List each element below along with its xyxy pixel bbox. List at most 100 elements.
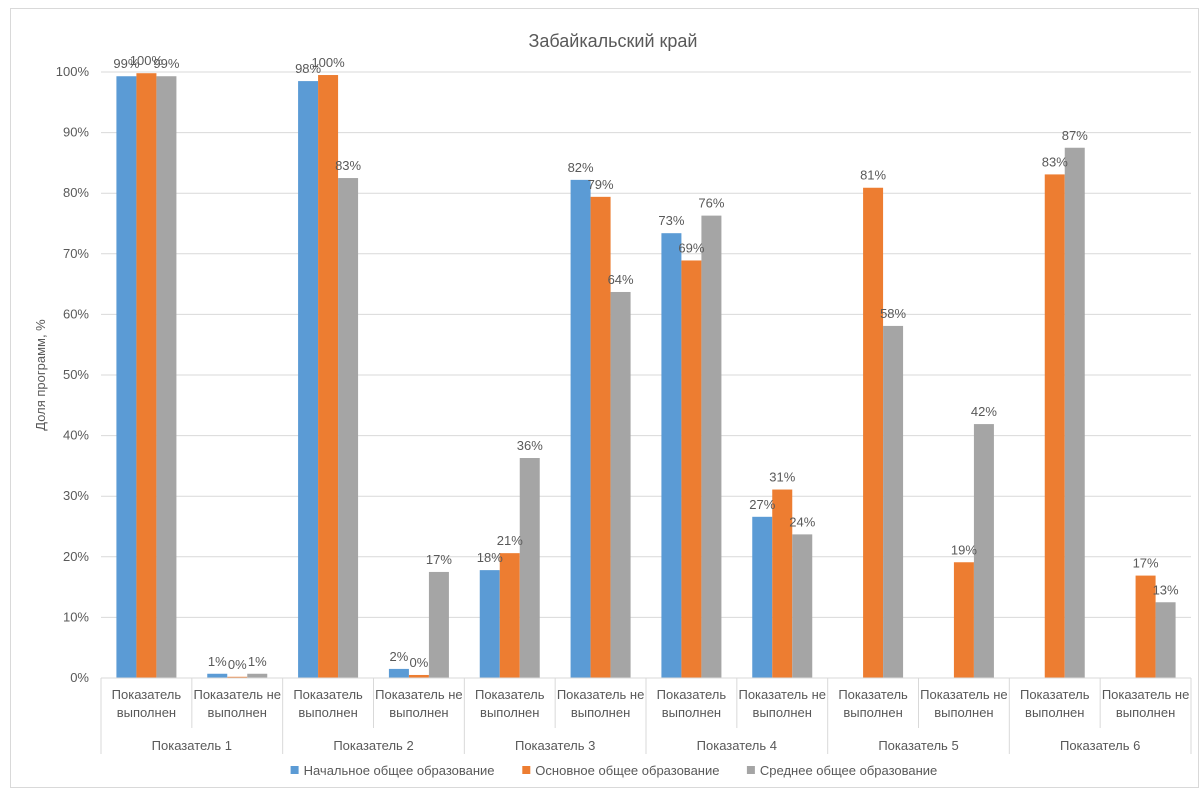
bar: [752, 516, 773, 678]
x-group-label: Показатель 1: [152, 738, 232, 753]
x-tick-label: Показатель не выполнен: [375, 687, 463, 720]
data-label: 100%: [311, 55, 345, 70]
legend-item: Начальное общее образование: [290, 763, 495, 778]
bar: [1155, 602, 1176, 678]
data-label: 69%: [678, 240, 704, 255]
data-label: 36%: [517, 438, 543, 453]
x-tick-label: Показатель не выполнен: [557, 687, 645, 720]
legend-swatch: [746, 766, 755, 774]
y-axis-label: Доля программ, %: [33, 319, 48, 431]
data-label: 100%: [130, 53, 164, 68]
data-label: 81%: [860, 168, 886, 183]
data-label: 42%: [971, 404, 997, 419]
x-tick-label: Показатель не выполнен: [1102, 687, 1190, 720]
bar: [772, 489, 793, 678]
y-tick-label: 80%: [63, 185, 89, 200]
bar: [207, 673, 228, 678]
bar: [863, 187, 884, 678]
bar: [883, 325, 904, 678]
bar: [247, 673, 268, 678]
legend-label: Основное общее образование: [535, 763, 719, 778]
data-label: 18%: [477, 550, 503, 565]
x-group-label: Показатель 6: [1060, 738, 1140, 753]
x-tick-label: Показатель не выполнен: [738, 687, 826, 720]
bar: [570, 179, 591, 679]
x-tick-label: Показатель выполнен: [475, 687, 545, 720]
data-label: 99%: [153, 56, 179, 71]
gridlines: [101, 71, 1191, 618]
bar: [701, 215, 722, 678]
y-tick-label: 30%: [63, 488, 89, 503]
data-label: 1%: [248, 654, 267, 669]
data-label: 31%: [769, 470, 795, 485]
bar: [519, 458, 540, 678]
y-tick-label: 10%: [63, 609, 89, 624]
bar: [227, 676, 248, 678]
data-label: 0%: [228, 657, 247, 672]
data-label: 64%: [608, 272, 634, 287]
bar: [156, 76, 177, 678]
bar: [136, 73, 157, 679]
bar: [953, 562, 974, 678]
bar: [499, 553, 520, 678]
data-label: 76%: [698, 196, 724, 211]
x-tick-label: Показатель выполнен: [838, 687, 908, 720]
data-label: 17%: [1133, 556, 1159, 571]
data-label: 13%: [1153, 582, 1179, 597]
y-axis-ticks: 0% 10% 20% 30% 40% 50% 60% 70% 80% 90% 100%: [56, 64, 90, 685]
data-label: 0%: [410, 655, 429, 670]
x-group-label: Показатель 3: [515, 738, 595, 753]
chart-title: Забайкальский край: [529, 31, 698, 51]
bar: [116, 76, 137, 678]
x-tick-label: Показатель не выполнен: [193, 687, 281, 720]
bar: [590, 196, 611, 678]
x-tick-label: Показатель выполнен: [1020, 687, 1090, 720]
x-group-label: Показатель 5: [878, 738, 958, 753]
bar: [388, 668, 409, 678]
x-tick-label: Показатель выполнен: [293, 687, 363, 720]
legend-item: Среднее общее образование: [746, 763, 937, 778]
x-tick-label: Показатель выполнен: [657, 687, 727, 720]
data-label: 73%: [658, 213, 684, 228]
y-tick-label: 0%: [70, 670, 89, 685]
bar: [973, 424, 994, 678]
bar: [428, 571, 449, 678]
x-group-label: Показатель 4: [697, 738, 777, 753]
y-tick-label: 40%: [63, 428, 89, 443]
data-label: 27%: [749, 497, 775, 512]
data-label: 83%: [1042, 154, 1068, 169]
y-tick-label: 20%: [63, 549, 89, 564]
x-group-label: Показатель 2: [333, 738, 413, 753]
y-tick-label: 90%: [63, 125, 89, 140]
data-label: 87%: [1062, 128, 1088, 143]
y-tick-label: 70%: [63, 246, 89, 261]
bar: [1044, 174, 1065, 678]
bar: [610, 291, 631, 678]
bar-chart: Забайкальский край Доля программ, % 0% 10…: [33, 31, 1192, 778]
legend: Начальное общее образование Основное обще…: [290, 763, 937, 778]
data-label: 83%: [335, 158, 361, 173]
y-tick-label: 100%: [56, 64, 90, 79]
bar: [408, 674, 429, 678]
bar: [681, 260, 702, 678]
legend-swatch: [290, 766, 299, 774]
x-tick-label: Показатель выполнен: [112, 687, 182, 720]
data-labels: 99% 1% 98% 2% 18% 82% 73% 27% 100% 0% 100% 0% 21% 79%…: [113, 53, 1179, 672]
bar: [661, 233, 682, 679]
data-label: 21%: [497, 533, 523, 548]
y-tick-label: 50%: [63, 367, 89, 382]
bar: [792, 534, 813, 678]
bar: [338, 178, 359, 679]
x-tick-label: Показатель не выполнен: [920, 687, 1008, 720]
legend-label: Среднее общее образование: [760, 763, 937, 778]
x-axis: Показатель выполнен Показатель не выполнен П…: [100, 677, 1192, 754]
data-label: 98%: [295, 61, 321, 76]
data-label: 99%: [113, 56, 139, 71]
data-label: 79%: [588, 177, 614, 192]
data-label: 24%: [789, 514, 815, 529]
bar: [1135, 575, 1156, 678]
bar: [298, 81, 319, 679]
legend-label: Начальное общее образование: [304, 763, 495, 778]
data-label: 17%: [426, 552, 452, 567]
data-label: 2%: [390, 649, 409, 664]
